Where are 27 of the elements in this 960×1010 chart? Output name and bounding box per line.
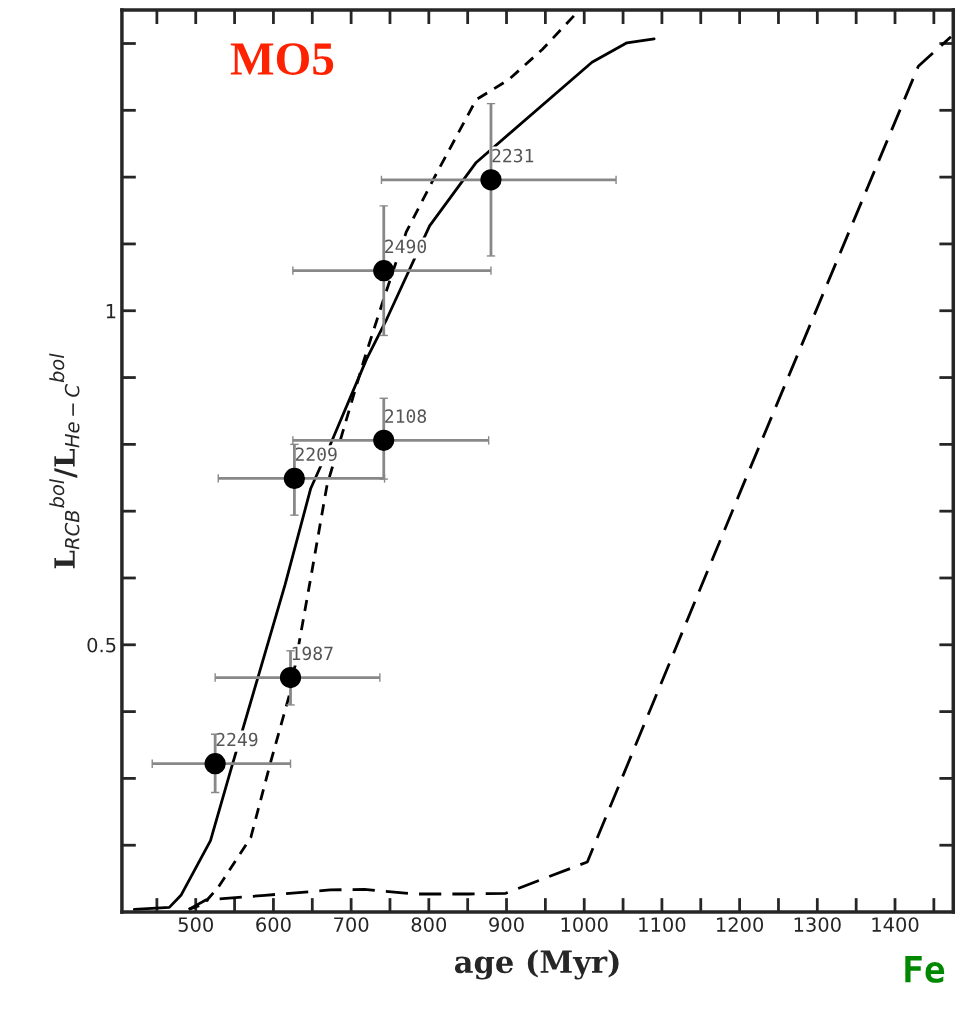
y-axis-title: L$_{RCB}$$^{bol}$/L$_{He−C}$$^{bol}$ bbox=[49, 353, 80, 569]
point bbox=[373, 260, 395, 282]
x-axis-title: age (Myr) bbox=[454, 949, 619, 980]
x-tick-label: 1000 bbox=[561, 917, 608, 932]
text: Fe bbox=[905, 955, 945, 983]
x-tick-label: 700 bbox=[334, 917, 369, 932]
y-tick-label: 0.5 bbox=[87, 637, 116, 653]
point bbox=[480, 169, 502, 191]
point bbox=[373, 429, 395, 451]
y-tick-label: 1 bbox=[106, 303, 116, 319]
point bbox=[204, 753, 226, 775]
x-tick-label: 1300 bbox=[794, 917, 841, 932]
annotation: 2231 bbox=[492, 148, 534, 163]
annotation: 2249 bbox=[216, 732, 258, 747]
x-tick-label: 1100 bbox=[639, 917, 686, 932]
x-tick-label: 500 bbox=[178, 917, 213, 932]
annotation: MO5 bbox=[230, 43, 334, 75]
annotation: 2490 bbox=[385, 239, 427, 254]
x-tick-label: 1400 bbox=[872, 917, 919, 932]
x-tick-label: 1200 bbox=[717, 917, 764, 932]
x-tick-label: 800 bbox=[411, 917, 447, 932]
annotation: 2108 bbox=[385, 409, 427, 423]
point bbox=[283, 467, 306, 490]
x-tick-label: 600 bbox=[256, 917, 291, 932]
x-tick-label: 900 bbox=[489, 917, 524, 932]
point bbox=[279, 666, 302, 689]
annotation: 1987 bbox=[292, 646, 333, 661]
